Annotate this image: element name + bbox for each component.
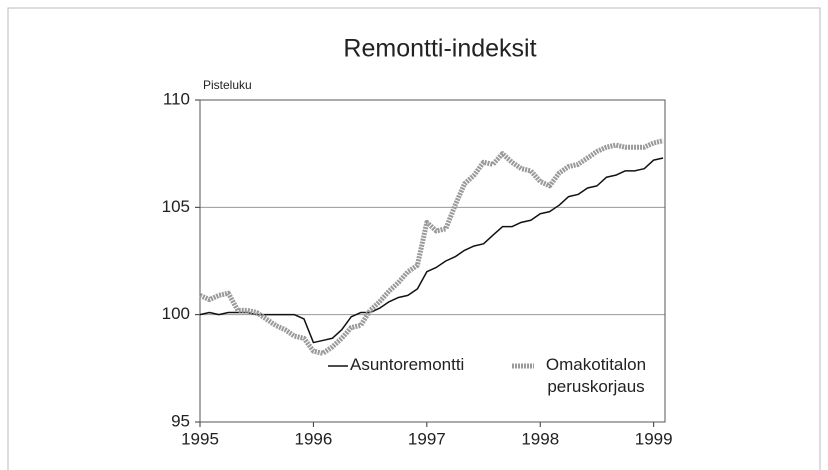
x-tick-label: 1999 (635, 429, 673, 448)
y-tick-label: 110 (163, 89, 190, 108)
legend-label: Asuntoremontti (350, 355, 465, 374)
series-line (198, 138, 664, 356)
x-tick-label: 1995 (181, 429, 219, 448)
series-line (199, 157, 664, 344)
y-tick-label: 95 (171, 411, 190, 430)
x-tick-label: 1997 (408, 429, 446, 448)
chart-title: Remontti-indeksit (343, 35, 536, 63)
x-tick-label: 1996 (295, 429, 333, 448)
y-tick-label: 105 (162, 197, 190, 216)
y-axis-label: Pisteluku (203, 78, 252, 92)
frame (7, 7, 821, 470)
x-tick-label: 1998 (521, 429, 559, 448)
plot-border (199, 99, 666, 423)
legend-label: Omakotitalon peruskorjaus (545, 355, 647, 396)
y-tick-label: 100 (162, 304, 190, 323)
